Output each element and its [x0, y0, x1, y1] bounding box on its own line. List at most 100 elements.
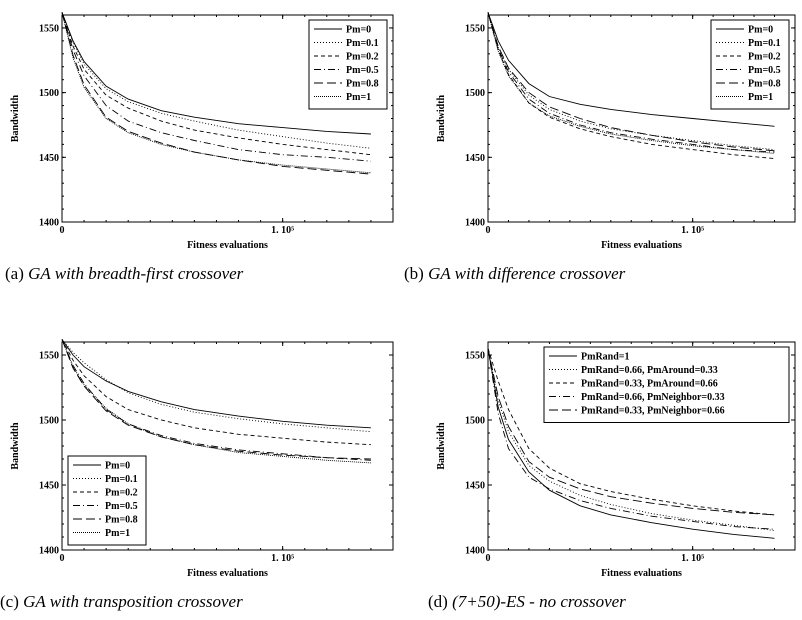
chart-d-x-tick-label: 0	[486, 553, 491, 564]
chart-c-legend-label-3: Pm=0.5	[105, 501, 138, 512]
chart-b-series-line-1	[487, 12, 775, 151]
chart-d-y-axis-title: Bandwidth	[436, 422, 447, 470]
chart-d-y-tick-label: 1450	[465, 481, 485, 492]
chart-b-y-tick-label: 1500	[465, 88, 485, 99]
chart-c-series-line-2	[61, 339, 371, 446]
chart-c-series-line-3	[61, 339, 371, 461]
caption-a-text: GA with breadth-first crossover	[28, 264, 244, 283]
chart-d-legend: PmRand=1 PmRand=0.66, PmAround=0.33 PmRand…	[543, 346, 790, 423]
caption-b-text: GA with difference crossover	[428, 264, 626, 283]
chart-c-legend-label-0: Pm=0	[105, 461, 130, 472]
caption-d-text: (7+50)-ES - no crossover	[452, 592, 626, 611]
chart-a-y-tick-label: 1400	[39, 218, 59, 229]
chart-b-series-line-3	[487, 12, 775, 153]
chart-a-legend: Pm=0 Pm=0.1 Pm=0.2 Pm=0.5 Pm=0.8 Pm=1	[308, 19, 388, 110]
chart-c-y-tick-label: 1400	[39, 546, 59, 557]
chart-a-x-tick-label: 0	[60, 225, 65, 236]
chart-d-series-line-4	[487, 348, 775, 516]
chart-b-svg: 1400 1450 1500 1550 0 1. 10⁵ Fitness evaluatio…	[436, 12, 796, 251]
chart-a-series-line-3	[61, 12, 371, 162]
chart-c-legend-box	[67, 455, 147, 546]
chart-d-y-tick-label: 1500	[465, 416, 485, 427]
caption-c-text: GA with transposition crossover	[23, 592, 243, 611]
chart-b-legend-label-3: Pm=0.5	[748, 65, 781, 76]
chart-c-series-line-4	[61, 339, 371, 460]
chart-c-x-axis-title: Fitness evaluations	[187, 568, 268, 579]
chart-d-series-line-3	[487, 348, 775, 530]
chart-a-legend-label-4: Pm=0.8	[346, 79, 379, 90]
caption-a-prefix: (a)	[5, 264, 24, 283]
chart-d-legend-label-2: PmRand=0.33, PmAround=0.66	[581, 379, 718, 390]
chart-panel-d: 1400 1450 1500 1550 0 1. 10⁵ Fitness evaluatio…	[402, 330, 802, 620]
chart-d-legend-label-1: PmRand=0.66, PmAround=0.33	[581, 365, 718, 376]
chart-b-y-tick-label: 1550	[465, 23, 485, 34]
chart-b-legend-label-2: Pm=0.2	[748, 52, 781, 63]
chart-c-series-line-0	[61, 339, 371, 429]
chart-d-legend-label-4: PmRand=0.33, PmNeighbor=0.66	[581, 406, 725, 417]
caption-c: (c) GA with transposition crossover	[0, 592, 243, 612]
chart-a-series-line-4	[61, 12, 371, 175]
chart-b-x-tick-label: 0	[486, 225, 491, 236]
chart-a-legend-label-5: Pm=1	[346, 92, 371, 103]
chart-a-legend-label-3: Pm=0.5	[346, 65, 379, 76]
chart-a-series-line-0	[61, 12, 371, 135]
chart-a-y-tick-label: 1500	[39, 88, 59, 99]
chart-c-legend-label-1: Pm=0.1	[105, 474, 138, 485]
chart-c-y-tick-label: 1450	[39, 481, 59, 492]
chart-c-series-line-1	[61, 339, 371, 433]
chart-a-legend-label-0: Pm=0	[346, 25, 371, 36]
chart-d-x-tick-label: 1. 10⁵	[681, 553, 704, 564]
chart-c-y-tick-label: 1550	[39, 351, 59, 362]
chart-c-legend-label-2: Pm=0.2	[105, 488, 138, 499]
chart-a-y-tick-label: 1550	[39, 23, 59, 34]
chart-d-y-tick-label: 1550	[465, 351, 485, 362]
chart-b-legend-label-1: Pm=0.1	[748, 38, 781, 49]
caption-b: (b) GA with difference crossover	[404, 264, 625, 284]
caption-c-prefix: (c)	[0, 592, 19, 611]
chart-b-x-axis-title: Fitness evaluations	[601, 240, 682, 251]
chart-c-y-tick-label: 1500	[39, 416, 59, 427]
chart-b-series-line-4	[487, 12, 775, 152]
chart-b-y-tick-label: 1400	[465, 218, 485, 229]
chart-panel-a: 1400 1450 1500 1550 0 1. 10⁵ Fitness evaluatio…	[0, 0, 400, 300]
chart-b-legend-label-0: Pm=0	[748, 25, 773, 36]
chart-b-series-line-2	[487, 12, 775, 160]
chart-panel-b: 1400 1450 1500 1550 0 1. 10⁵ Fitness evaluatio…	[402, 0, 802, 300]
chart-a-legend-box	[308, 19, 388, 110]
chart-b-y-tick-label: 1450	[465, 153, 485, 164]
chart-b-legend-label-4: Pm=0.8	[748, 79, 781, 90]
chart-d-x-axis-title: Fitness evaluations	[601, 568, 682, 579]
chart-b-legend-label-5: Pm=1	[748, 92, 773, 103]
chart-panel-c: 1400 1450 1500 1550 0 1. 10⁵ Fitness evaluatio…	[0, 330, 400, 620]
chart-a-legend-label-1: Pm=0.1	[346, 38, 379, 49]
chart-b-x-tick-label: 1. 10⁵	[681, 225, 704, 236]
chart-c-legend-label-4: Pm=0.8	[105, 515, 138, 526]
caption-d: (d) (7+50)-ES - no crossover	[428, 592, 626, 612]
chart-b-y-axis-title: Bandwidth	[436, 94, 447, 142]
chart-c-legend: Pm=0 Pm=0.1 Pm=0.2 Pm=0.5 Pm=0.8 Pm=1	[67, 455, 147, 546]
chart-a-x-tick-label: 1. 10⁵	[271, 225, 294, 236]
chart-a-x-axis-title: Fitness evaluations	[187, 240, 268, 251]
chart-d-legend-label-3: PmRand=0.66, PmNeighbor=0.33	[581, 392, 725, 403]
chart-c-y-axis-title: Bandwidth	[10, 422, 21, 470]
chart-d-legend-label-0: PmRand=1	[581, 352, 629, 363]
chart-a-series-line-1	[61, 12, 371, 149]
caption-d-prefix: (d)	[428, 592, 448, 611]
chart-c-series-line-5	[61, 339, 371, 464]
chart-d-y-tick-label: 1400	[465, 546, 485, 557]
chart-c-x-tick-label: 1. 10⁵	[271, 553, 294, 564]
caption-a: (a) GA with breadth-first crossover	[5, 264, 243, 284]
chart-b-legend-box	[710, 19, 790, 110]
chart-b-legend: Pm=0 Pm=0.1 Pm=0.2 Pm=0.5 Pm=0.8 Pm=1	[710, 19, 790, 110]
chart-d-legend-box	[543, 346, 790, 423]
chart-b-series-line-0	[487, 12, 775, 127]
chart-d-series-line-0	[487, 348, 775, 539]
chart-a-y-axis-title: Bandwidth	[10, 94, 21, 142]
chart-c-legend-label-5: Pm=1	[105, 528, 130, 539]
caption-b-prefix: (b)	[404, 264, 424, 283]
chart-a-series-line-2	[61, 12, 371, 156]
chart-a-y-tick-label: 1450	[39, 153, 59, 164]
chart-a-legend-label-2: Pm=0.2	[346, 52, 379, 63]
